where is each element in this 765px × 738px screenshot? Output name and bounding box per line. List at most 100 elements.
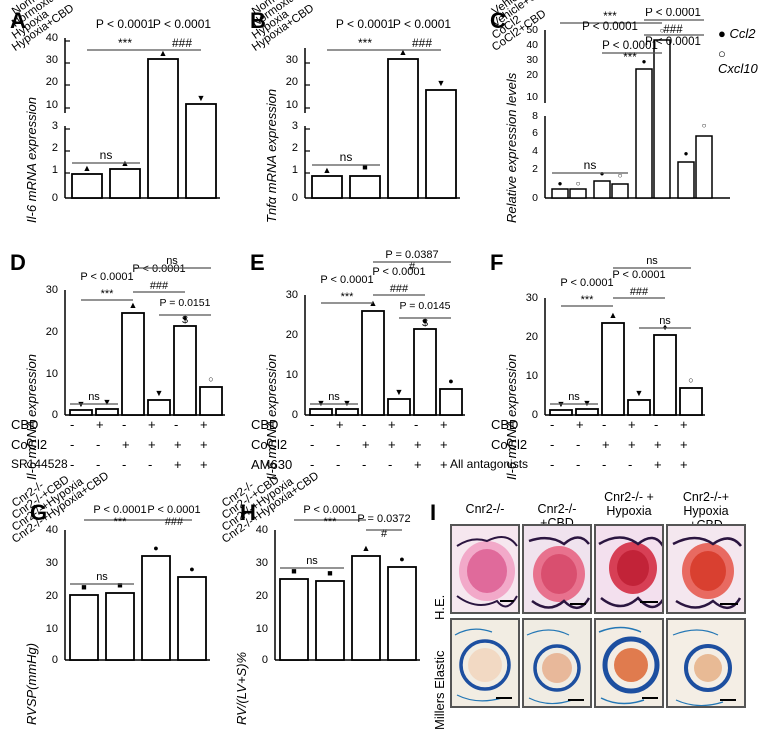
- panel-a: A Il-6 mRNA expression 40 30 20 10 3 2 1…: [10, 8, 245, 233]
- svg-text:P = 0.0387: P = 0.0387: [385, 250, 438, 261]
- svg-text:P < 0.0001: P < 0.0001: [96, 17, 154, 31]
- svg-text:30: 30: [46, 54, 58, 66]
- svg-text:▼: ▼: [583, 398, 592, 408]
- svg-text:P < 0.0001: P < 0.0001: [645, 36, 701, 48]
- svg-text:***: ***: [118, 36, 132, 50]
- svg-text:○: ○: [688, 375, 693, 385]
- svg-text:▲: ▲: [362, 543, 371, 553]
- svg-text:10: 10: [46, 99, 58, 111]
- svg-text:8: 8: [532, 110, 538, 122]
- svg-text:P < 0.0001: P < 0.0001: [372, 266, 425, 278]
- svg-text:0: 0: [532, 409, 538, 421]
- svg-text:6: 6: [532, 127, 538, 139]
- svg-text:20: 20: [286, 76, 298, 88]
- svg-text:2: 2: [292, 142, 298, 154]
- svg-text:30: 30: [526, 54, 538, 66]
- panel-f: F Il-6 mRNA expression 30 20 10 0 ▼ ▼ ▲ …: [490, 250, 740, 495]
- svg-text:ns: ns: [568, 391, 580, 403]
- svg-text:4: 4: [532, 145, 538, 157]
- svg-text:20: 20: [46, 590, 58, 602]
- svg-text:P < 0.0001: P < 0.0001: [612, 269, 665, 281]
- svg-text:ns: ns: [96, 571, 108, 583]
- svg-text:###: ###: [150, 280, 169, 292]
- svg-text:30: 30: [286, 54, 298, 66]
- svg-text:●: ●: [189, 564, 194, 574]
- svg-text:P < 0.0001: P < 0.0001: [645, 8, 701, 19]
- svg-text:20: 20: [46, 326, 58, 338]
- svg-text:P < 0.0001: P < 0.0001: [80, 271, 133, 283]
- svg-text:30: 30: [286, 289, 298, 301]
- svg-text:P = 0.0151: P = 0.0151: [160, 297, 211, 309]
- figure-root: A Il-6 mRNA expression 40 30 20 10 3 2 1…: [0, 0, 765, 738]
- svg-text:$: $: [422, 317, 428, 329]
- svg-text:0: 0: [262, 654, 268, 666]
- svg-text:P < 0.0001: P < 0.0001: [303, 504, 356, 516]
- svg-text:***: ***: [324, 516, 338, 528]
- svg-text:P = 0.0372: P = 0.0372: [357, 513, 410, 525]
- svg-text:30: 30: [256, 557, 268, 569]
- svg-text:■: ■: [117, 580, 122, 590]
- svg-text:###: ###: [172, 36, 192, 50]
- svg-text:0: 0: [52, 409, 58, 421]
- svg-text:***: ***: [358, 36, 372, 50]
- svg-text:P = 0.0145: P = 0.0145: [400, 300, 451, 312]
- histo-he-cnr2: [450, 524, 520, 614]
- svg-text:●: ●: [399, 554, 404, 564]
- svg-text:10: 10: [256, 623, 268, 635]
- svg-text:10: 10: [526, 91, 538, 103]
- svg-text:30: 30: [46, 284, 58, 296]
- svg-text:***: ***: [114, 516, 128, 528]
- svg-text:P < 0.0001: P < 0.0001: [393, 17, 451, 31]
- svg-text:***: ***: [341, 291, 355, 303]
- svg-text:ns: ns: [306, 555, 318, 567]
- panel-h: H RV/(LV+S)% 40 30 20 10 0 ■ ■ ▲ ● ns P: [220, 500, 440, 738]
- svg-text:10: 10: [46, 623, 58, 635]
- svg-text:ns: ns: [100, 148, 113, 162]
- svg-text:P < 0.0001: P < 0.0001: [320, 274, 373, 286]
- histo-elastic-hypoxia-cbd: [666, 618, 746, 708]
- svg-text:###: ###: [663, 24, 683, 36]
- svg-text:■: ■: [362, 162, 367, 172]
- svg-text:P < 0.0001: P < 0.0001: [93, 504, 146, 516]
- svg-text:40: 40: [46, 32, 58, 44]
- svg-text:***: ***: [581, 294, 595, 306]
- svg-text:0: 0: [52, 192, 58, 204]
- panel-i-rowtitle-1: Millers Elastic: [432, 651, 447, 730]
- svg-text:###: ###: [630, 286, 649, 298]
- svg-text:▼: ▼: [343, 398, 352, 408]
- svg-text:20: 20: [286, 329, 298, 341]
- svg-text:○: ○: [576, 179, 581, 188]
- panel-i-coltitle-2: Cnr2-/- + Hypoxia: [594, 490, 664, 518]
- svg-text:0: 0: [292, 192, 298, 204]
- svg-text:#: #: [381, 528, 388, 540]
- svg-text:▲: ▲: [399, 47, 408, 57]
- svg-text:●: ●: [684, 149, 689, 158]
- svg-text:***: ***: [623, 52, 637, 64]
- svg-text:○: ○: [208, 374, 213, 384]
- panel-c-legend-cxcl10: ○ Cxcl10: [718, 46, 760, 76]
- panel-g: G RVSP(mmHg) 40 30 20 10 0 ■ ■ ● ● ns P: [10, 500, 230, 738]
- panel-c-legend-ccl2: ● Ccl2: [718, 26, 755, 41]
- svg-text:ns: ns: [646, 255, 658, 267]
- svg-text:●: ●: [153, 543, 158, 553]
- svg-text:ns: ns: [659, 315, 671, 327]
- svg-text:P < 0.0001: P < 0.0001: [336, 17, 394, 31]
- histo-elastic-cnr2-cbd: [522, 618, 592, 708]
- svg-text:▲: ▲: [609, 310, 618, 320]
- svg-text:▼: ▼: [437, 78, 446, 88]
- histo-he-hypoxia: [594, 524, 664, 614]
- svg-text:ns: ns: [328, 391, 340, 403]
- svg-text:ns: ns: [584, 158, 597, 172]
- svg-text:20: 20: [256, 590, 268, 602]
- panel-i-coltitle-0: Cnr2-/-: [450, 502, 520, 516]
- svg-text:3: 3: [292, 120, 298, 132]
- svg-text:▼: ▼: [103, 397, 112, 407]
- svg-text:#: #: [409, 261, 416, 273]
- svg-text:10: 10: [46, 368, 58, 380]
- svg-text:P < 0.0001: P < 0.0001: [560, 277, 613, 289]
- svg-text:■: ■: [327, 568, 332, 578]
- svg-text:ns: ns: [340, 150, 353, 164]
- histo-he-cnr2-cbd: [522, 524, 592, 614]
- svg-text:40: 40: [46, 524, 58, 536]
- histo-he-hypoxia-cbd: [666, 524, 746, 614]
